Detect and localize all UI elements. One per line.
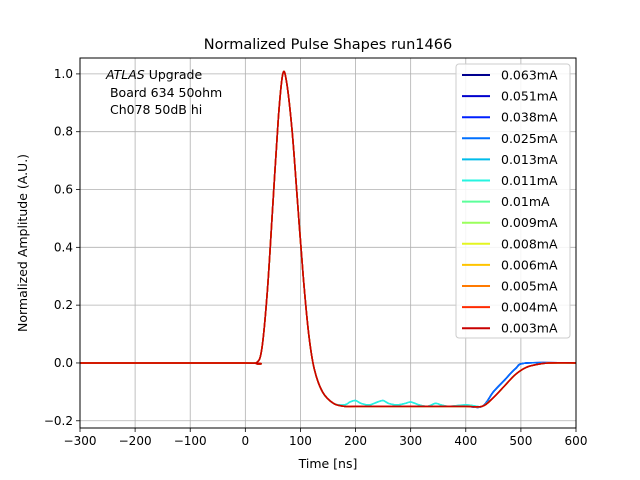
legend-label: 0.038mA — [501, 110, 558, 125]
y-axis-label: Normalized Amplitude (A.U.) — [15, 154, 30, 332]
x-tick-label: 0 — [242, 434, 250, 448]
legend-label: 0.01mA — [501, 194, 550, 209]
legend-label: 0.004mA — [501, 300, 558, 315]
x-tick-label: 400 — [454, 434, 477, 448]
legend-label: 0.063mA — [501, 68, 558, 83]
atlas-annotation: ATLAS Upgrade Board 634 50ohm Ch078 50dB… — [105, 67, 222, 117]
series-line — [79, 70, 577, 408]
legend-label: 0.005mA — [501, 279, 558, 294]
y-tick-label: 0.4 — [54, 240, 73, 254]
x-tick-label: 600 — [565, 434, 588, 448]
annotation-atlas-italic: ATLAS — [105, 67, 145, 82]
legend-frame — [455, 63, 571, 339]
x-axis-label: Time [ns] — [298, 456, 358, 471]
legend-label: 0.008mA — [501, 236, 558, 251]
x-tick-label: 100 — [289, 434, 312, 448]
y-tick-label: −0.2 — [44, 414, 73, 428]
axis-ticks: −300 −200 −100 0 100 200 300 400 500 600 −0.2 0.0 0.… — [44, 67, 588, 448]
y-tick-label: 0.2 — [54, 298, 73, 312]
chart-legend: 0.063mA 0.051mA 0.038mA 0.025mA 0.013mA 0.011… — [455, 63, 571, 339]
annotation-line-2: Board 634 50ohm — [106, 85, 222, 100]
y-tick-label: 0.0 — [54, 356, 73, 370]
legend-label: 0.051mA — [501, 89, 558, 104]
plot-area-frame — [79, 57, 577, 429]
y-tick-label: 1.0 — [54, 67, 73, 81]
legend-label: 0.006mA — [501, 257, 558, 272]
x-tick-label: −300 — [64, 434, 97, 448]
plot-series — [79, 70, 577, 409]
x-tick-label: −200 — [119, 434, 152, 448]
x-tick-label: −100 — [174, 434, 207, 448]
legend-label: 0.025mA — [501, 131, 558, 146]
x-tick-label: 200 — [344, 434, 367, 448]
legend-label: 0.009mA — [501, 215, 558, 230]
y-tick-label: 0.8 — [54, 125, 73, 139]
annotation-line-3: Ch078 50dB hi — [106, 102, 202, 117]
y-tick-label: 0.6 — [54, 183, 73, 197]
legend-label: 0.003mA — [501, 321, 558, 336]
chart-title: Normalized Pulse Shapes run1466 — [204, 37, 452, 53]
legend-label: 0.011mA — [501, 173, 558, 188]
legend-label: 0.013mA — [501, 152, 558, 167]
x-tick-label: 300 — [399, 434, 422, 448]
x-tick-label: 500 — [509, 434, 532, 448]
annotation-line-1: ATLAS Upgrade — [105, 67, 202, 82]
annotation-upgrade: Upgrade — [145, 67, 203, 82]
